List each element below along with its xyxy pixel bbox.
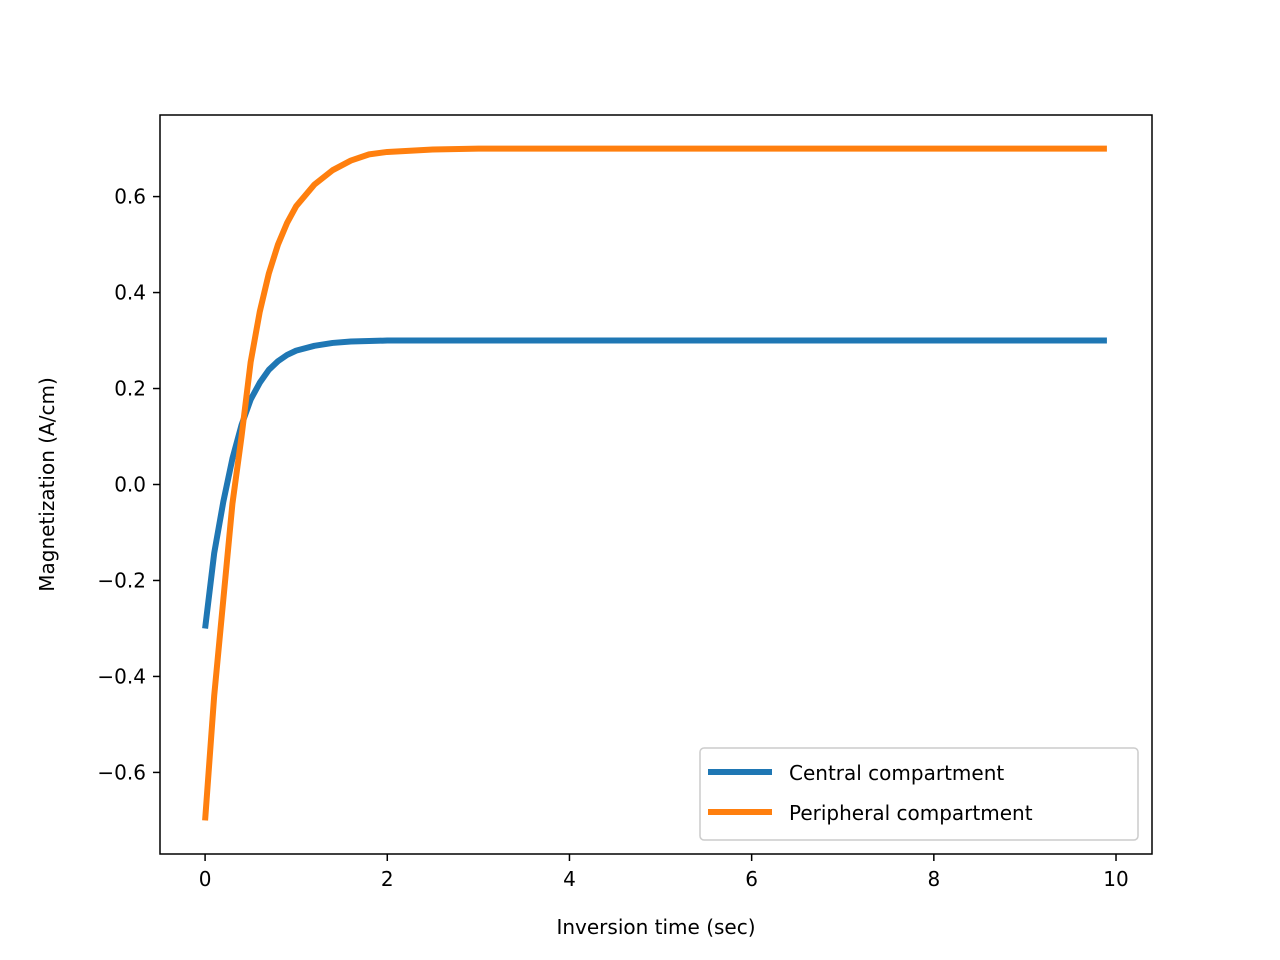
y-tick-label: 0.6 xyxy=(114,185,146,209)
x-tick-label: 2 xyxy=(381,867,394,891)
y-axis-label: Magnetization (A/cm) xyxy=(35,377,59,592)
y-tick-label: −0.6 xyxy=(97,760,146,784)
x-tick-label: 10 xyxy=(1103,867,1128,891)
x-tick-label: 6 xyxy=(745,867,758,891)
y-tick-label: 0.4 xyxy=(114,281,146,305)
x-axis: 0 2 4 6 8 10 xyxy=(199,854,1129,891)
x-axis-label: Inversion time (sec) xyxy=(556,915,755,939)
x-tick-label: 8 xyxy=(927,867,940,891)
legend-label-0: Central compartment xyxy=(789,761,1004,785)
y-tick-label: 0.2 xyxy=(114,377,146,401)
y-axis: −0.6 −0.4 −0.2 0.0 0.2 0.4 0.6 xyxy=(97,185,160,784)
y-tick-label: −0.2 xyxy=(97,568,146,592)
legend-label-1: Peripheral compartment xyxy=(789,801,1033,825)
series-line-1 xyxy=(202,145,1107,821)
legend-box xyxy=(699,747,1139,841)
plot-lines xyxy=(202,145,1107,821)
x-tick-label: 0 xyxy=(199,867,212,891)
legend: Central compartment Peripheral compartmen… xyxy=(699,747,1139,841)
x-tick-label: 4 xyxy=(563,867,576,891)
y-tick-label: −0.4 xyxy=(97,664,146,688)
y-tick-label: 0.0 xyxy=(114,473,146,497)
